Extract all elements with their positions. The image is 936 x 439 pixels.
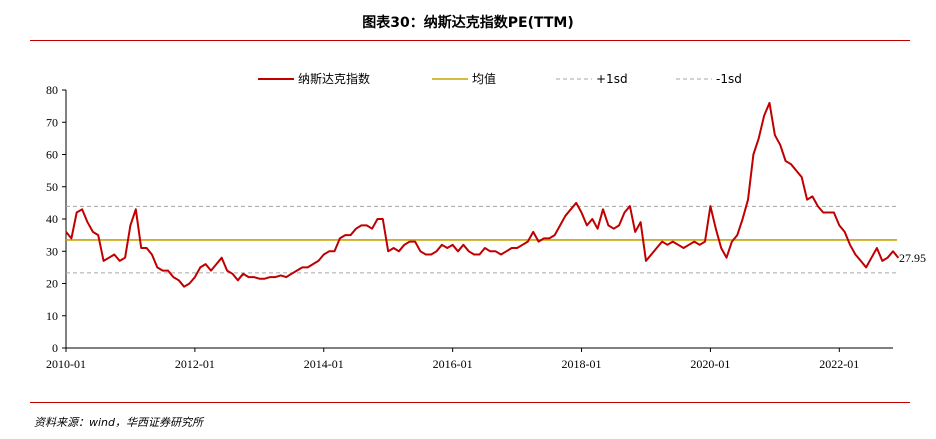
legend-label: -1sd bbox=[716, 72, 742, 86]
y-tick-label: 50 bbox=[46, 180, 58, 194]
chart-title: 图表30：纳斯达克指数PE(TTM) bbox=[362, 15, 574, 31]
legend-label: 均值 bbox=[472, 71, 496, 86]
x-tick-label: 2012-01 bbox=[175, 357, 215, 371]
y-tick-label: 20 bbox=[46, 277, 58, 291]
x-tick-label: 2016-01 bbox=[433, 357, 473, 371]
last-value-label: 27.95 bbox=[899, 251, 926, 265]
y-tick-label: 0 bbox=[52, 341, 58, 355]
x-tick-label: 2018-01 bbox=[562, 357, 602, 371]
x-tick-label: 2014-01 bbox=[304, 357, 344, 371]
y-tick-label: 70 bbox=[46, 115, 58, 129]
plot-area: 27.95 bbox=[65, 101, 926, 288]
x-tick-label: 2020-01 bbox=[690, 357, 730, 371]
source-divider bbox=[30, 402, 910, 403]
source-note: 资料来源：wind，华西证券研究所 bbox=[34, 416, 204, 429]
y-tick-label: 60 bbox=[46, 148, 58, 162]
y-tick-label: 80 bbox=[46, 83, 58, 97]
legend-label: +1sd bbox=[596, 72, 628, 86]
x-tick-label: 2022-01 bbox=[819, 357, 859, 371]
legend: 纳斯达克指数 均值 +1sd -1sd bbox=[258, 71, 742, 86]
legend-label: 纳斯达克指数 bbox=[298, 71, 370, 86]
y-tick-label: 10 bbox=[46, 309, 58, 323]
title-divider bbox=[30, 40, 910, 41]
y-tick-label: 40 bbox=[46, 212, 58, 226]
series-line-nasdaq-pe bbox=[65, 101, 900, 288]
axes: 0 10 20 30 40 50 60 70 80 2010-01 2012-01 2014-01 20… bbox=[46, 83, 893, 371]
x-tick-label: 2010-01 bbox=[46, 357, 86, 371]
y-tick-label: 30 bbox=[46, 244, 58, 258]
